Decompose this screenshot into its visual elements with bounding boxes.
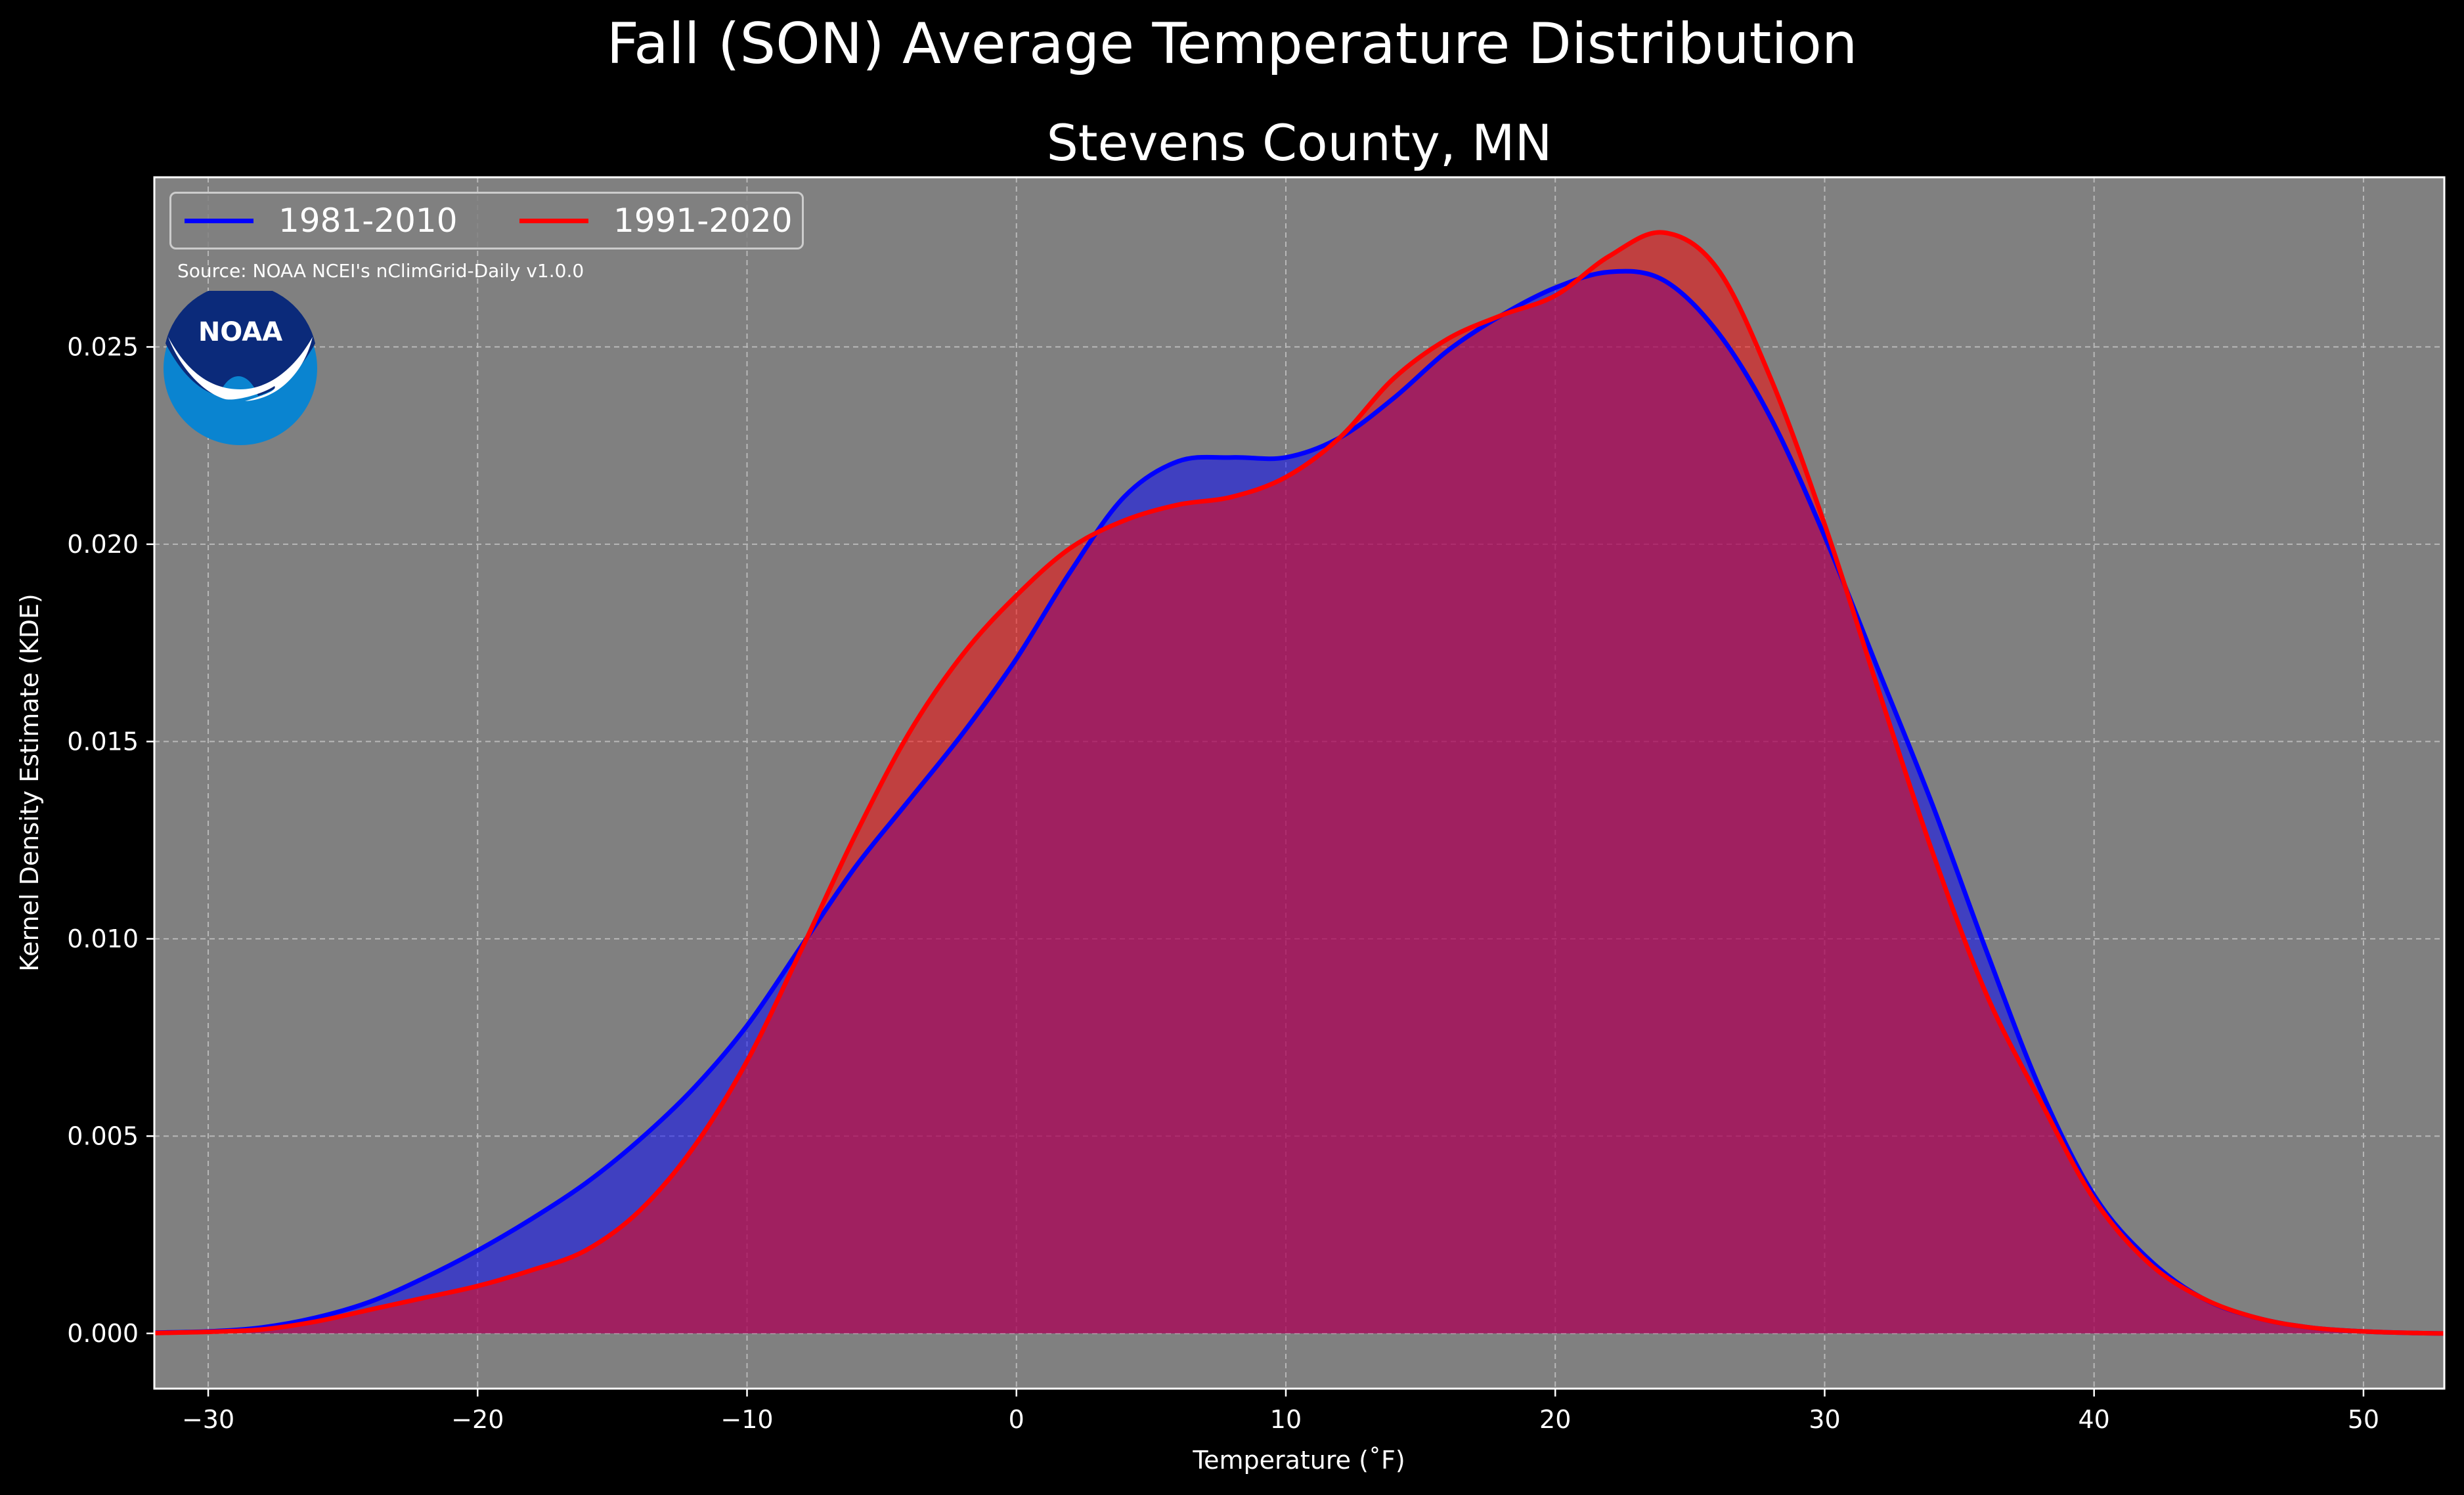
legend: 1981-2010 1991-2020	[169, 192, 804, 249]
y-tick-label: 0.020	[67, 530, 139, 559]
legend-swatch-blue	[185, 218, 253, 223]
x-tick-label: 40	[2079, 1405, 2110, 1434]
x-axis: −30 −20 −10 0 10 20 30 40 50	[182, 1389, 2379, 1434]
x-tick-label: 0	[1009, 1405, 1024, 1434]
x-axis-label: Temperature (˚F)	[1192, 1446, 1405, 1475]
y-tick-label: 0.010	[67, 924, 139, 953]
figure-title: Fall (SON) Average Temperature Distribut…	[606, 11, 1858, 77]
x-tick-label: −10	[720, 1405, 773, 1434]
chart-title: Stevens County, MN	[1046, 114, 1552, 172]
legend-label: 1991-2020	[613, 202, 793, 240]
legend-label: 1981-2010	[278, 202, 458, 240]
x-tick-label: 30	[1809, 1405, 1840, 1434]
x-tick-label: −20	[451, 1405, 504, 1434]
y-axis-label: Kernel Density Estimate (KDE)	[15, 594, 44, 972]
x-tick-label: 50	[2348, 1405, 2379, 1434]
y-tick-label: 0.000	[67, 1319, 139, 1348]
noaa-logo-icon: NOAA	[163, 284, 318, 446]
source-note: Source: NOAA NCEI's nClimGrid-Daily v1.0…	[177, 260, 584, 282]
y-tick-label: 0.015	[67, 727, 139, 756]
series-area-1991-2020	[154, 232, 2444, 1333]
plot-frame	[153, 176, 2446, 1390]
y-tick-label: 0.025	[67, 332, 139, 361]
legend-swatch-red	[519, 218, 588, 223]
series-layer	[154, 230, 2445, 1336]
x-tick-label: −30	[182, 1405, 234, 1434]
logo-text: NOAA	[198, 317, 282, 347]
legend-item-1991-2020: 1991-2020	[519, 194, 793, 248]
series-line-1991-2020	[154, 230, 2445, 1336]
x-tick-label: 10	[1270, 1405, 1302, 1434]
y-tick-label: 0.005	[67, 1121, 139, 1150]
x-tick-label: 20	[1539, 1405, 1571, 1434]
legend-item-1981-2010: 1981-2010	[185, 194, 458, 248]
y-axis: 0.000 0.005 0.010 0.015 0.020 0.025	[67, 332, 154, 1348]
